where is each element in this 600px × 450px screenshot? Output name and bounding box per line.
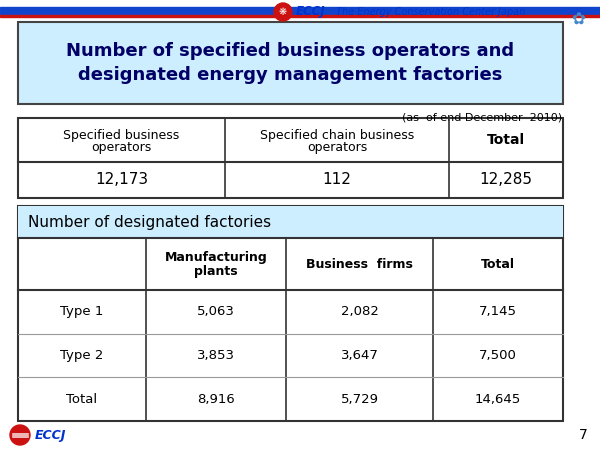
Text: ECCJ: ECCJ bbox=[35, 428, 67, 441]
Text: Total: Total bbox=[481, 257, 515, 270]
Text: 3,853: 3,853 bbox=[197, 349, 235, 362]
Text: operators: operators bbox=[307, 141, 367, 154]
Bar bbox=[18, 206, 563, 421]
Text: 112: 112 bbox=[323, 172, 352, 188]
Text: Manufacturing: Manufacturing bbox=[164, 252, 268, 265]
Bar bbox=[0, 15, 600, 17]
Text: Type 1: Type 1 bbox=[61, 306, 104, 318]
Text: Total: Total bbox=[487, 133, 525, 147]
Text: (as  of end December  2010): (as of end December 2010) bbox=[402, 112, 562, 122]
Text: 5,729: 5,729 bbox=[341, 393, 379, 405]
Text: operators: operators bbox=[91, 141, 152, 154]
Text: Type 2: Type 2 bbox=[61, 349, 104, 362]
Bar bbox=[18, 22, 563, 104]
Text: The Energy Conservation Center Japan: The Energy Conservation Center Japan bbox=[336, 7, 526, 17]
Text: 8,916: 8,916 bbox=[197, 393, 235, 405]
Text: 12,173: 12,173 bbox=[95, 172, 148, 188]
Bar bbox=[18, 118, 563, 198]
Text: Total: Total bbox=[67, 393, 98, 405]
Text: ✿: ✿ bbox=[571, 11, 585, 29]
Text: 7,500: 7,500 bbox=[479, 349, 517, 362]
Text: Specified chain business: Specified chain business bbox=[260, 129, 414, 141]
Text: ECCJ: ECCJ bbox=[296, 5, 326, 18]
Text: 2,082: 2,082 bbox=[341, 306, 379, 318]
Text: 3,647: 3,647 bbox=[341, 349, 379, 362]
Text: Number of specified business operators and: Number of specified business operators a… bbox=[67, 42, 515, 60]
Bar bbox=[18, 206, 563, 238]
Circle shape bbox=[274, 3, 292, 21]
Circle shape bbox=[10, 425, 30, 445]
Text: 7,145: 7,145 bbox=[479, 306, 517, 318]
Text: Specified business: Specified business bbox=[64, 129, 179, 141]
Text: 14,645: 14,645 bbox=[475, 393, 521, 405]
Text: Business  firms: Business firms bbox=[306, 257, 413, 270]
Text: plants: plants bbox=[194, 265, 238, 278]
Text: designated energy management factories: designated energy management factories bbox=[79, 66, 503, 84]
Bar bbox=[0, 7, 600, 10]
Text: Number of designated factories: Number of designated factories bbox=[28, 215, 271, 230]
Text: 7: 7 bbox=[579, 428, 588, 442]
Text: 12,285: 12,285 bbox=[479, 172, 533, 188]
Text: ❋: ❋ bbox=[279, 7, 287, 17]
Bar bbox=[0, 11, 600, 14]
Text: 5,063: 5,063 bbox=[197, 306, 235, 318]
